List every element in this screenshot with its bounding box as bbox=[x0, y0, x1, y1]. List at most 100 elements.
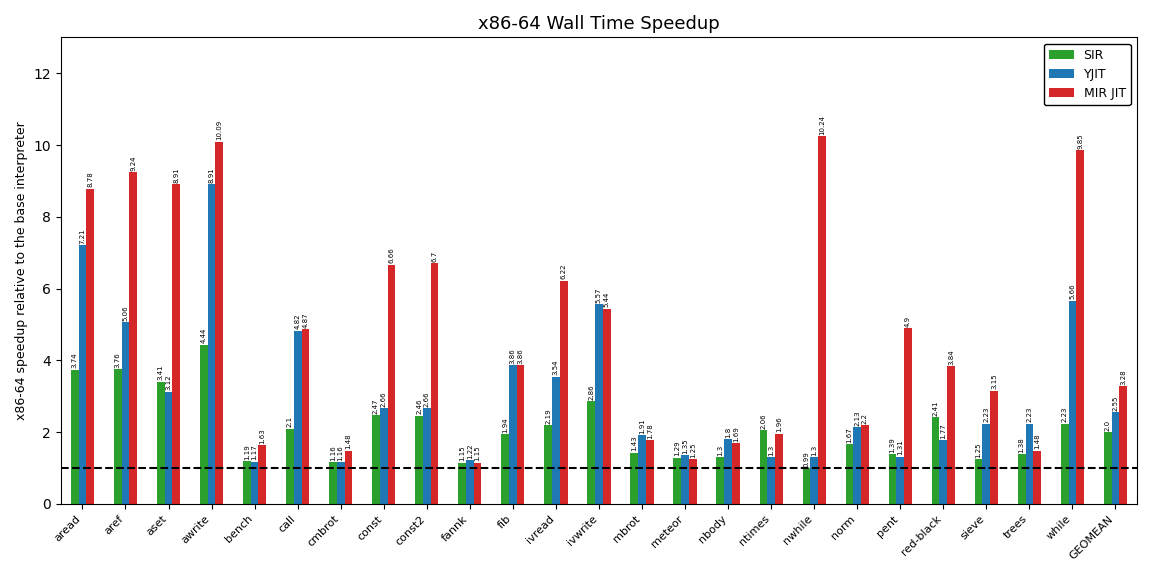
Bar bbox=[336, 463, 344, 504]
Bar bbox=[854, 427, 861, 504]
Bar bbox=[509, 365, 517, 504]
Bar bbox=[387, 265, 395, 504]
Text: 1.48: 1.48 bbox=[1034, 434, 1040, 449]
Text: 2.66: 2.66 bbox=[424, 391, 430, 407]
Text: 9.85: 9.85 bbox=[1077, 133, 1083, 149]
Bar bbox=[732, 444, 740, 504]
Bar bbox=[775, 434, 782, 504]
Bar bbox=[552, 377, 560, 504]
Text: 1.29: 1.29 bbox=[674, 441, 681, 456]
Bar bbox=[165, 392, 173, 504]
Title: x86-64 Wall Time Speedup: x86-64 Wall Time Speedup bbox=[478, 15, 720, 33]
Bar bbox=[725, 439, 732, 504]
Bar bbox=[173, 184, 180, 504]
Bar bbox=[517, 365, 524, 504]
Y-axis label: x86-64 speedup relative to the base interpreter: x86-64 speedup relative to the base inte… bbox=[15, 121, 28, 420]
Text: 2.13: 2.13 bbox=[855, 410, 861, 426]
Bar bbox=[904, 328, 912, 504]
Bar bbox=[1025, 424, 1033, 504]
Text: 1.3: 1.3 bbox=[718, 445, 723, 456]
Bar bbox=[818, 137, 826, 504]
Text: 6.66: 6.66 bbox=[388, 248, 394, 263]
Text: 2.86: 2.86 bbox=[589, 384, 594, 400]
Text: 1.43: 1.43 bbox=[631, 435, 637, 451]
Text: 1.63: 1.63 bbox=[259, 428, 265, 444]
Text: 1.15: 1.15 bbox=[458, 446, 465, 461]
Bar bbox=[243, 461, 251, 504]
Text: 5.57: 5.57 bbox=[596, 287, 602, 302]
Text: 1.69: 1.69 bbox=[733, 426, 738, 442]
Text: 1.25: 1.25 bbox=[690, 442, 696, 457]
Text: 5.06: 5.06 bbox=[122, 305, 129, 321]
Text: 2.2: 2.2 bbox=[862, 412, 867, 423]
Text: 2.41: 2.41 bbox=[933, 400, 939, 416]
Text: 9.24: 9.24 bbox=[130, 156, 136, 171]
Text: 3.15: 3.15 bbox=[991, 374, 998, 389]
Text: 1.16: 1.16 bbox=[329, 445, 336, 461]
Bar bbox=[630, 453, 638, 504]
Text: 3.41: 3.41 bbox=[158, 365, 164, 380]
Text: 1.25: 1.25 bbox=[976, 442, 982, 457]
Bar bbox=[215, 142, 223, 504]
Text: 3.86: 3.86 bbox=[517, 348, 524, 364]
Text: 3.84: 3.84 bbox=[948, 349, 954, 365]
Bar bbox=[200, 344, 207, 504]
Text: 8.91: 8.91 bbox=[209, 167, 214, 183]
Text: 1.77: 1.77 bbox=[940, 423, 946, 439]
Bar bbox=[286, 429, 294, 504]
Bar bbox=[114, 369, 122, 504]
Bar bbox=[717, 457, 725, 504]
Text: 1.67: 1.67 bbox=[847, 427, 852, 442]
Bar bbox=[372, 415, 380, 504]
Text: 4.9: 4.9 bbox=[905, 316, 911, 327]
Text: 1.94: 1.94 bbox=[502, 417, 508, 433]
Bar bbox=[767, 457, 775, 504]
Text: 3.74: 3.74 bbox=[71, 353, 77, 368]
Bar bbox=[646, 440, 653, 504]
Bar bbox=[689, 459, 697, 504]
Text: 1.91: 1.91 bbox=[639, 418, 645, 434]
Text: 2.46: 2.46 bbox=[416, 399, 422, 414]
Text: 1.3: 1.3 bbox=[811, 445, 817, 456]
Bar bbox=[415, 416, 423, 504]
Text: 4.82: 4.82 bbox=[295, 314, 301, 329]
Bar bbox=[1069, 301, 1076, 504]
Text: 1.39: 1.39 bbox=[889, 437, 895, 453]
Bar bbox=[1061, 424, 1069, 504]
Text: 1.3: 1.3 bbox=[768, 445, 774, 456]
Text: 2.0: 2.0 bbox=[1105, 419, 1111, 431]
Text: 8.78: 8.78 bbox=[88, 172, 93, 187]
Bar bbox=[302, 329, 309, 504]
Bar bbox=[1033, 451, 1041, 504]
Text: 2.23: 2.23 bbox=[1062, 407, 1068, 422]
Text: 2.1: 2.1 bbox=[287, 416, 293, 427]
Text: 1.78: 1.78 bbox=[646, 423, 653, 438]
Bar bbox=[803, 468, 810, 504]
Text: 2.23: 2.23 bbox=[984, 407, 990, 422]
Bar bbox=[932, 418, 939, 504]
Text: 1.31: 1.31 bbox=[897, 439, 903, 456]
Bar bbox=[759, 430, 767, 504]
Bar bbox=[129, 172, 137, 504]
Text: 3.76: 3.76 bbox=[115, 352, 121, 367]
Bar bbox=[588, 401, 596, 504]
Text: 1.8: 1.8 bbox=[725, 427, 732, 438]
Bar bbox=[1017, 454, 1025, 504]
Bar bbox=[947, 366, 955, 504]
Text: 3.54: 3.54 bbox=[553, 360, 559, 376]
Bar bbox=[602, 309, 611, 504]
Bar bbox=[329, 463, 336, 504]
Text: 3.86: 3.86 bbox=[510, 348, 516, 364]
Bar bbox=[991, 391, 998, 504]
Text: 2.19: 2.19 bbox=[545, 408, 551, 424]
Bar bbox=[896, 457, 904, 504]
Legend: SIR, YJIT, MIR JIT: SIR, YJIT, MIR JIT bbox=[1044, 44, 1131, 105]
Bar bbox=[983, 424, 991, 504]
Text: 7.21: 7.21 bbox=[79, 228, 85, 244]
Text: 5.66: 5.66 bbox=[1069, 284, 1076, 300]
Bar bbox=[70, 370, 78, 504]
Bar bbox=[294, 331, 302, 504]
Bar bbox=[473, 463, 482, 504]
Bar bbox=[122, 323, 129, 504]
Bar bbox=[1112, 412, 1120, 504]
